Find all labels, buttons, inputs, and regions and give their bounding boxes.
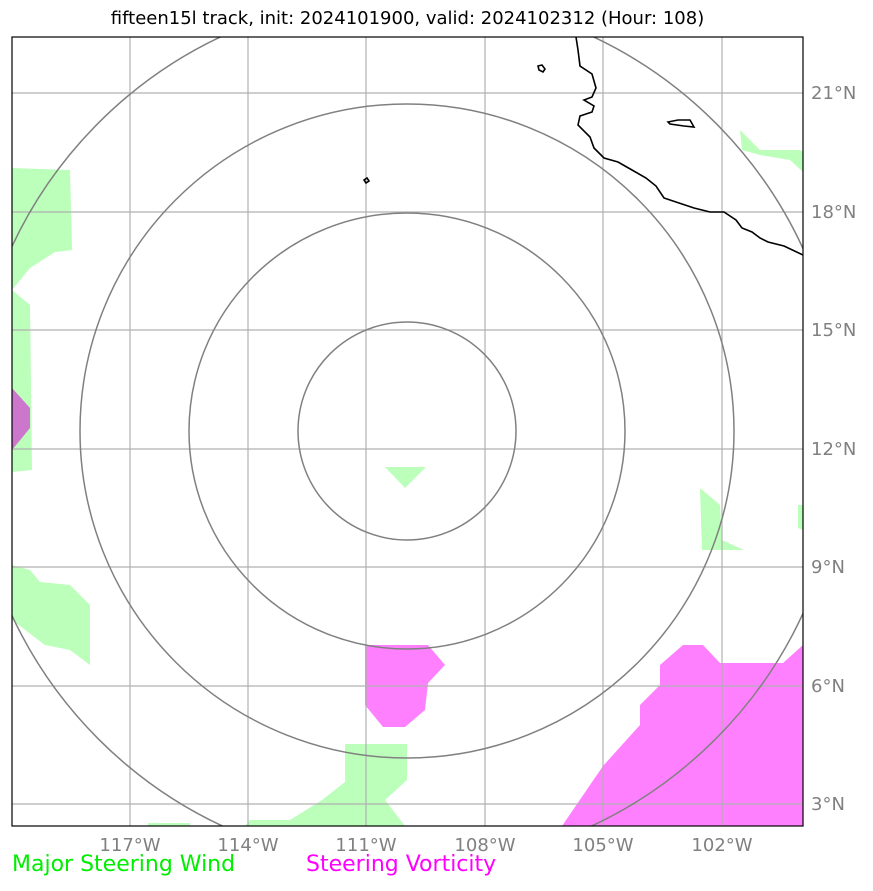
vorticity-region-southeast [562, 645, 803, 826]
wind-region-south-small [148, 823, 190, 826]
longitude-labels: 117°W 114°W 111°W 108°W 105°W 102°W [99, 835, 752, 856]
wind-region-south-center [245, 744, 407, 826]
lon-tick-label: 117°W [99, 835, 160, 856]
range-ring-3 [79, 103, 735, 759]
lat-tick-label: 18°N [811, 202, 856, 223]
lon-tick-label: 114°W [217, 835, 278, 856]
lon-tick-label: 105°W [572, 835, 633, 856]
lat-tick-label: 6°N [811, 676, 845, 697]
map-title: fifteen15l track, init: 2024101900, vali… [110, 8, 705, 29]
mexico-coastline [575, 37, 803, 256]
vorticity-region-west-overlap [12, 388, 30, 450]
range-rings [12, 37, 803, 826]
range-ring-1 [297, 321, 517, 541]
legend-steering-wind: Major Steering Wind [12, 852, 236, 877]
legend-steering-vorticity: Steering Vorticity [306, 852, 497, 877]
lon-tick-label: 102°W [691, 835, 752, 856]
lat-tick-label: 21°N [811, 83, 856, 104]
wind-region-west-upper [12, 168, 72, 290]
island-east [666, 119, 696, 128]
wind-region-center-triangle [385, 467, 426, 488]
map-frame [11, 36, 804, 827]
lat-tick-label: 3°N [811, 794, 845, 815]
latitude-labels: 21°N 18°N 15°N 12°N 9°N 6°N 3°N [811, 83, 856, 815]
lat-tick-label: 12°N [811, 439, 856, 460]
graticule [12, 37, 803, 826]
map-layers [12, 37, 803, 826]
lat-tick-label: 9°N [811, 557, 845, 578]
wind-region-east-edge [798, 505, 803, 530]
lat-tick-label: 15°N [811, 320, 856, 341]
wind-region-southwest [12, 565, 90, 665]
lon-tick-label: 108°W [454, 835, 515, 856]
wind-region-northeast [740, 130, 803, 172]
coastlines [362, 37, 803, 256]
socorro-island [362, 176, 371, 185]
lon-tick-label: 111°W [335, 835, 396, 856]
islas-marias [537, 64, 546, 74]
wind-region-east [700, 488, 744, 550]
range-ring-2 [188, 212, 626, 650]
